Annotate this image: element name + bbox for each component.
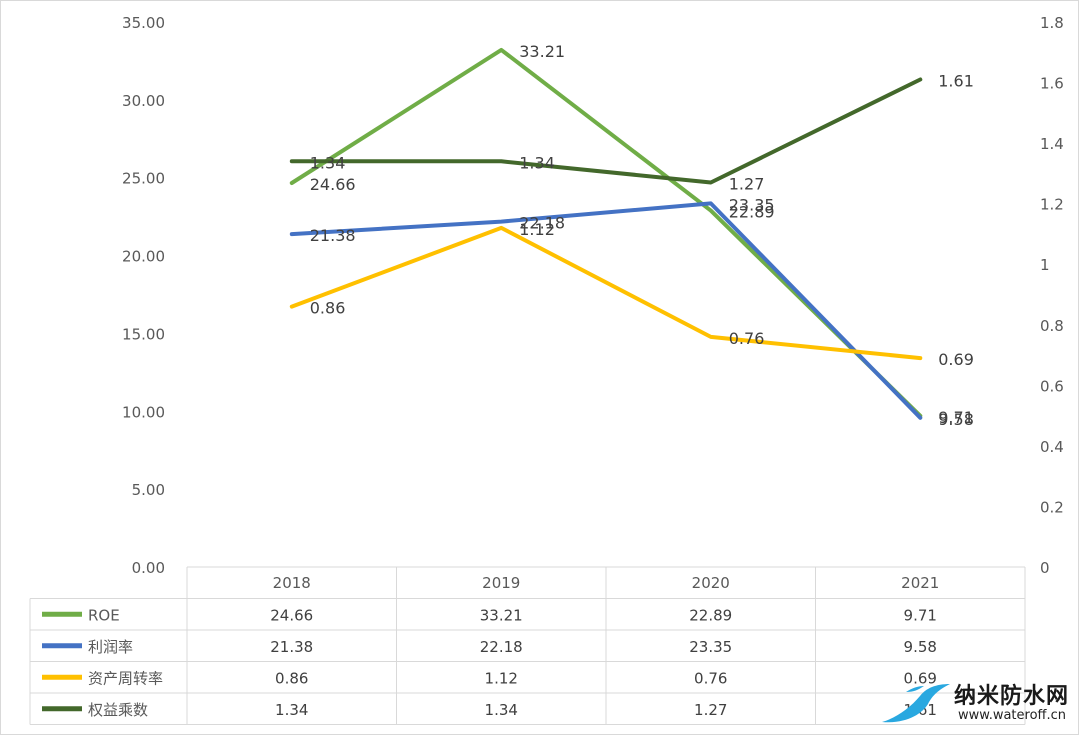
right-axis-tick-label: 1.8 — [1040, 14, 1064, 32]
watermark-url: www.wateroff.cn — [958, 708, 1067, 723]
right-axis-tick-label: 1.6 — [1040, 75, 1064, 93]
x-axis-tick-label: 2020 — [692, 574, 730, 592]
left-axis-tick-label: 25.00 — [122, 170, 165, 188]
table-cell-value: 1.12 — [485, 669, 518, 687]
left-axis-tick-label: 20.00 — [122, 248, 165, 266]
left-axis-tick-label: 35.00 — [122, 14, 165, 32]
table-cell-value: 1.27 — [694, 701, 727, 719]
right-axis-tick-label: 0.2 — [1040, 498, 1064, 516]
data-label: 24.66 — [310, 175, 356, 194]
data-label: 1.34 — [310, 153, 346, 172]
series-line — [289, 47, 923, 418]
watermark-title: 纳米防水网 — [954, 684, 1070, 709]
table-cell-value: 0.76 — [694, 669, 727, 687]
table-cell-value: 9.58 — [904, 638, 937, 656]
series-line — [289, 77, 923, 185]
legend-label: 利润率 — [88, 638, 133, 656]
x-axis-tick-label: 2021 — [901, 574, 939, 592]
legend-label: ROE — [88, 606, 120, 624]
x-axis-tick-label: 2018 — [273, 574, 311, 592]
table-cell-value: 33.21 — [480, 606, 523, 624]
series-line — [289, 201, 923, 420]
table-cell-value: 22.18 — [480, 638, 523, 656]
data-label: 22.18 — [519, 214, 565, 233]
right-axis-tick-label: 1.4 — [1040, 135, 1064, 153]
right-axis-tick-label: 0.4 — [1040, 438, 1064, 456]
left-axis-tick-label: 15.00 — [122, 325, 165, 343]
right-axis-tick-label: 0.8 — [1040, 317, 1064, 335]
x-axis-tick-label: 2019 — [482, 574, 520, 592]
watermark: 纳米防水网 www.wateroff.cn — [872, 672, 1080, 736]
data-label: 33.21 — [519, 42, 565, 61]
left-axis-tick-label: 5.00 — [132, 481, 165, 499]
table-cell-value: 22.89 — [689, 606, 732, 624]
data-label: 9.71 — [938, 408, 974, 427]
data-label: 0.76 — [729, 329, 765, 348]
bird-logo-icon — [882, 684, 950, 723]
table-cell-value: 23.35 — [689, 638, 732, 656]
right-axis-tick-label: 1.2 — [1040, 196, 1064, 214]
table-cell-value: 9.71 — [904, 606, 937, 624]
left-axis-tick-label: 30.00 — [122, 92, 165, 110]
table-cell-value: 24.66 — [270, 606, 313, 624]
right-axis-tick-label: 0 — [1040, 559, 1050, 577]
data-label: 22.89 — [729, 203, 775, 222]
table-cell-value: 0.69 — [904, 669, 937, 687]
series-line — [289, 225, 923, 361]
data-label: 1.61 — [938, 72, 974, 91]
table-cell-value: 1.34 — [485, 701, 518, 719]
data-label: 0.69 — [938, 350, 974, 369]
table-cell-value: 21.38 — [270, 638, 313, 656]
table-cell-value: 1.34 — [275, 701, 308, 719]
data-label: 23.35 — [729, 195, 775, 214]
data-label: 1.12 — [519, 220, 555, 239]
data-label: 9.58 — [938, 410, 974, 429]
left-axis-tick-label: 10.00 — [122, 403, 165, 421]
data-label: 21.38 — [310, 226, 356, 245]
right-axis-tick-label: 0.6 — [1040, 377, 1064, 395]
left-axis-tick-label: 0.00 — [132, 559, 165, 577]
right-axis-tick-label: 1 — [1040, 256, 1050, 274]
data-label: 1.34 — [519, 153, 555, 172]
data-label: 1.27 — [729, 174, 765, 193]
table-cell-value: 0.86 — [275, 669, 308, 687]
legend-label: 权益乘数 — [88, 701, 148, 719]
legend-label: 资产周转率 — [88, 669, 163, 687]
data-label: 0.86 — [310, 299, 346, 318]
